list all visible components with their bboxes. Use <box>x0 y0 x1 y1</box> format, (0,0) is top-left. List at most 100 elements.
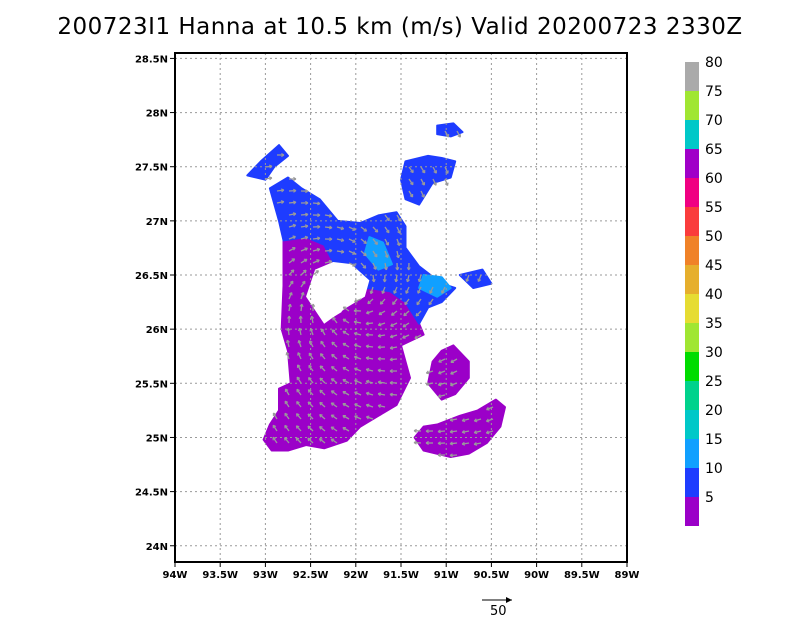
wind-vector-head <box>316 259 320 263</box>
lat-tick-label: 27N <box>146 217 168 228</box>
wind-vector <box>319 401 326 408</box>
wind-vector <box>296 413 302 420</box>
wind-vector-head <box>304 224 309 229</box>
wind-vector-head <box>437 382 442 387</box>
wind-vector <box>360 262 367 269</box>
colorbar-swatch <box>685 497 699 526</box>
wind-vector <box>384 238 389 246</box>
wind-vector <box>354 298 362 303</box>
wind-vector <box>307 437 314 444</box>
wind-vector <box>418 274 422 282</box>
wind-vector-head <box>365 321 369 326</box>
wind-vector-head <box>437 394 442 399</box>
colorbar-label: 30 <box>705 345 723 361</box>
wind-vector <box>297 352 302 360</box>
wind-vector-head <box>393 290 398 294</box>
wind-vector <box>438 382 446 386</box>
wind-vector-head <box>437 429 441 434</box>
wind-vector <box>348 238 356 243</box>
wind-vector-head <box>363 252 367 257</box>
wind-vector-head <box>363 228 368 232</box>
wind-vector-head <box>319 377 324 382</box>
colorbar-label: 25 <box>705 374 723 390</box>
wind-vector-head <box>437 453 441 458</box>
wind-vector-head <box>405 278 410 283</box>
wind-vector <box>296 401 302 408</box>
colorbar-swatch <box>685 120 699 149</box>
wind-vector-head <box>352 239 356 243</box>
wind-vector <box>300 258 308 264</box>
wind-vector <box>365 322 374 325</box>
wind-vector <box>444 130 450 138</box>
wind-vector-head <box>377 392 382 397</box>
wind-vector-head <box>284 412 288 417</box>
wind-vector <box>319 438 326 444</box>
wind-vector-head <box>397 230 401 234</box>
wind-vector-head <box>413 428 417 433</box>
wind-vector-head <box>342 366 347 371</box>
wind-vector <box>320 340 326 348</box>
wind-vector <box>288 280 294 288</box>
colorbar-swatch <box>685 178 699 207</box>
wind-region-blue-small-north <box>436 122 464 138</box>
wind-vector-head <box>342 354 346 359</box>
wind-vector <box>406 274 410 282</box>
wind-vector-head <box>342 414 346 419</box>
wind-vector-head <box>340 226 345 231</box>
wind-vector-head <box>415 312 420 317</box>
wind-vector <box>428 298 434 306</box>
wind-vector-head <box>396 254 401 259</box>
wind-vector-head <box>319 426 323 430</box>
wind-vector-head <box>285 351 290 356</box>
wind-vector-head <box>292 200 297 205</box>
wind-vector-head <box>485 430 490 435</box>
wind-vector <box>288 303 291 312</box>
wind-vector <box>348 250 356 255</box>
wind-vector-head <box>304 235 309 240</box>
colorbar-label: 65 <box>705 142 723 158</box>
wind-vector <box>307 389 314 396</box>
wind-vector-head <box>292 235 296 240</box>
wind-vector-head <box>340 249 345 254</box>
colorbar-swatch <box>685 91 699 120</box>
wind-vector <box>372 238 378 245</box>
colorbar-swatch <box>685 468 699 497</box>
wind-vector-head <box>414 335 418 340</box>
wind-vector <box>378 381 386 384</box>
wind-vector-head <box>308 364 312 369</box>
wind-vector-head <box>449 453 453 458</box>
wind-vector <box>330 402 338 408</box>
wind-vector-head <box>272 436 276 441</box>
wind-vector-head <box>384 254 389 258</box>
wind-vector <box>417 286 422 294</box>
wind-vector-head <box>285 339 290 344</box>
wind-vector <box>360 226 367 232</box>
lon-tick-label: 89W <box>615 570 640 581</box>
wind-vector-head <box>293 188 297 193</box>
wind-vector <box>402 334 410 339</box>
wind-vector-head <box>340 238 345 243</box>
colorbar-swatch <box>685 381 699 410</box>
wind-vector-head <box>330 438 335 443</box>
wind-vector <box>384 250 389 258</box>
wind-vector <box>300 236 308 240</box>
wind-vector <box>300 269 307 276</box>
wind-vector <box>300 247 308 252</box>
wind-vector-head <box>352 263 356 267</box>
lat-tick-label: 26N <box>146 325 168 336</box>
wind-vector <box>288 269 295 276</box>
wind-vector-head <box>280 188 285 193</box>
colorbar-swatch <box>685 439 699 468</box>
wind-vector-head <box>284 424 288 429</box>
lat-tick-label: 27.5N <box>135 163 168 174</box>
wind-vector-head <box>328 259 333 264</box>
wind-vector-head <box>450 371 454 375</box>
wind-vector-head <box>311 303 316 307</box>
wind-vector-head <box>485 418 490 423</box>
wind-vector <box>437 430 446 433</box>
wind-vector-head <box>342 402 346 407</box>
wind-vector-head <box>298 315 303 319</box>
wind-vector-head <box>342 342 346 347</box>
wind-vector <box>477 274 482 282</box>
wind-vector-head <box>389 369 393 374</box>
